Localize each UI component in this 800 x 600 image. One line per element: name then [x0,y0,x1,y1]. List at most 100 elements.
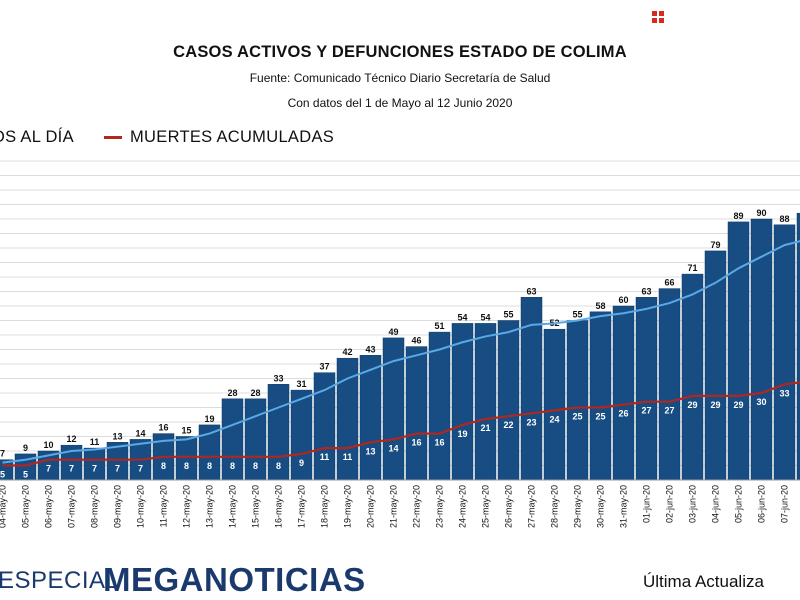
x-tick-label: 08-may-20 [90,485,100,528]
bar-value-label: 11 [90,437,100,447]
x-tick-label: 06-may-20 [44,485,54,528]
bar-value-label: 90 [756,208,766,218]
deaths-value-label: 16 [411,438,421,448]
deaths-value-label: 25 [595,412,605,422]
deaths-value-label: 5 [0,470,5,480]
x-tick-label: 10-may-20 [136,485,146,528]
x-tick-label: 16-may-20 [274,485,284,528]
deaths-value-label: 7 [138,464,143,474]
bar-value-label: 54 [457,312,467,322]
x-tick-label: 09-may-20 [113,485,123,528]
bar-08-jun-20 [796,212,800,481]
bar-20-may-20 [359,355,382,481]
x-tick-label: 27-may-20 [527,485,537,528]
brand-grid-icon [652,11,664,23]
x-tick-label: 01-jun-20 [642,485,652,523]
bar-value-label: 46 [411,336,421,346]
x-tick-labels: 04-may-20 05-may-20 06-may-20 07-may-20 08-m… [0,485,790,528]
bar-12-may-20 [175,436,198,481]
bar-24-may-20 [451,323,474,481]
deaths-value-label: 29 [687,400,697,410]
legend-deaths-label: MUERTES ACUMULADAS [130,128,335,146]
x-tick-label: 26-may-20 [504,485,514,528]
bar-value-label: 63 [526,286,536,296]
x-tick-label: 30-may-20 [596,485,606,528]
deaths-value-label: 11 [343,452,353,462]
deaths-value-label: 8 [230,461,235,471]
chart-date-range: Con datos del 1 de Mayo al 12 Junio 2020 [287,96,513,110]
x-tick-label: 11-may-20 [159,485,169,527]
bar-value-label: 89 [733,211,743,221]
bar-value-label: 28 [227,388,237,398]
bar-03-jun-20 [681,273,704,481]
deaths-value-label: 21 [480,423,490,433]
chart-title: CASOS ACTIVOS Y DEFUNCIONES ESTADO DE CO… [173,43,627,61]
bar-value-label: 51 [434,321,444,331]
x-tick-label: 12-may-20 [182,485,192,528]
x-tick-label: 07-jun-20 [780,485,790,523]
x-tick-label: 24-may-20 [458,485,468,528]
bar-value-label: 10 [43,440,53,450]
x-tick-label: 17-may-20 [297,485,307,528]
bar-28-may-20 [543,328,566,481]
bar-value-label: 19 [204,414,214,424]
x-tick-label: 07-may-20 [67,485,77,528]
bar-01-jun-20 [635,297,658,481]
bar-value-label: 12 [66,434,76,444]
bar-value-label: 14 [135,428,145,438]
bar-29-may-20 [566,320,589,481]
deaths-value-label: 8 [276,461,281,471]
deaths-value-label: 25 [572,412,582,422]
x-tick-label: 28-may-20 [550,485,560,528]
bar-value-label: 42 [342,347,352,357]
bar-value-label: 55 [572,310,582,320]
bar-value-label: 33 [273,373,283,383]
bar-value-label: 79 [710,240,720,250]
meganoticias-logo: MEGANOTICIAS [103,561,366,599]
x-tick-label: 02-jun-20 [665,485,675,523]
deaths-value-label: 27 [641,406,651,416]
bar-value-label: 58 [595,301,605,311]
deaths-value-label: 8 [184,461,189,471]
legend-bars-label: OS AL DÍA [0,128,74,146]
deaths-value-label: 13 [365,446,375,456]
bar-value-label: 88 [779,214,789,224]
bar-value-label: 55 [503,310,513,320]
active-cases-line [2,240,800,464]
deaths-value-label: 5 [23,470,28,480]
bar-value-label: 16 [158,423,168,433]
deaths-value-label: 8 [253,461,258,471]
legend-deaths: MUERTES ACUMULADAS [104,128,334,147]
x-tick-label: 05-may-20 [21,485,31,528]
x-tick-label: 19-may-20 [343,485,353,528]
deaths-value-label: 22 [503,420,513,430]
legend-bars: OS AL DÍA [0,128,74,147]
bar-06-jun-20 [750,218,773,481]
deaths-value-label: 8 [207,461,212,471]
bar-22-may-20 [405,346,428,481]
logo-text: MEGANOTICIAS [103,561,366,598]
bar-value-label: 63 [641,286,651,296]
deaths-value-label: 8 [161,461,166,471]
x-tick-label: 14-may-20 [228,485,238,528]
deaths-value-label: 26 [618,409,628,419]
bar-23-may-20 [428,331,451,481]
deaths-value-label: 11 [320,452,330,462]
deaths-value-label: 19 [457,429,467,439]
deaths-value-label: 14 [388,443,398,453]
bar-31-may-20 [612,305,635,481]
footer-especial: ESPECIAL [0,567,120,594]
x-tick-label: 05-jun-20 [734,485,744,523]
deaths-value-label: 7 [115,464,120,474]
x-tick-label: 06-jun-20 [757,485,767,523]
deaths-value-label: 24 [549,414,559,424]
bar-04-jun-20 [704,250,727,481]
bar-18-may-20 [313,372,336,481]
deaths-value-label: 7 [92,464,97,474]
x-tick-label: 22-may-20 [412,485,422,528]
bar-value-label: 66 [664,278,674,288]
bar-value-label: 43 [365,344,375,354]
bar-value-label: 31 [296,379,306,389]
x-tick-label: 04-jun-20 [711,485,721,523]
x-tick-label: 15-may-20 [251,485,261,528]
